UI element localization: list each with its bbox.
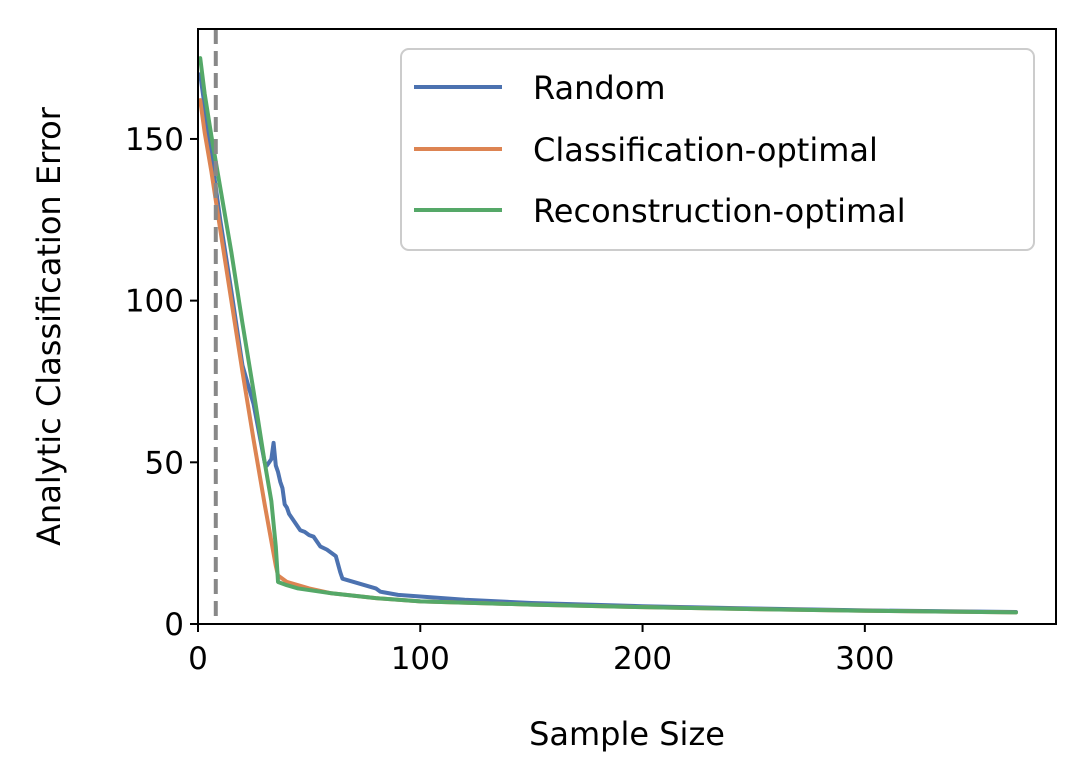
y-axis-label: Analytic Classification Error xyxy=(30,106,68,546)
legend-label-random: Random xyxy=(533,69,665,107)
legend-label-classification-optimal: Classification-optimal xyxy=(533,131,878,169)
series-layer xyxy=(198,56,1018,615)
y-tick-label: 150 xyxy=(125,122,184,158)
plot-frame xyxy=(197,28,1057,625)
y-tick-label: 50 xyxy=(145,445,184,481)
x-tick-label: 300 xyxy=(835,641,894,677)
x-tick-label: 200 xyxy=(613,641,672,677)
x-tick-label: 0 xyxy=(188,641,208,677)
legend: Random Classification-optimal Reconstruc… xyxy=(400,48,1035,251)
ticks-layer: 0 100 200 300 0 50 100 150 xyxy=(125,122,895,677)
x-tick-label: 100 xyxy=(391,641,450,677)
y-tick-label: 100 xyxy=(125,284,184,320)
legend-box xyxy=(400,48,1035,251)
series-line-reconstruction-optimal xyxy=(198,56,1018,615)
legend-label-reconstruction-optimal: Reconstruction-optimal xyxy=(533,192,906,230)
x-axis-label: Sample Size xyxy=(529,715,725,753)
y-tick-label: 0 xyxy=(164,607,184,643)
